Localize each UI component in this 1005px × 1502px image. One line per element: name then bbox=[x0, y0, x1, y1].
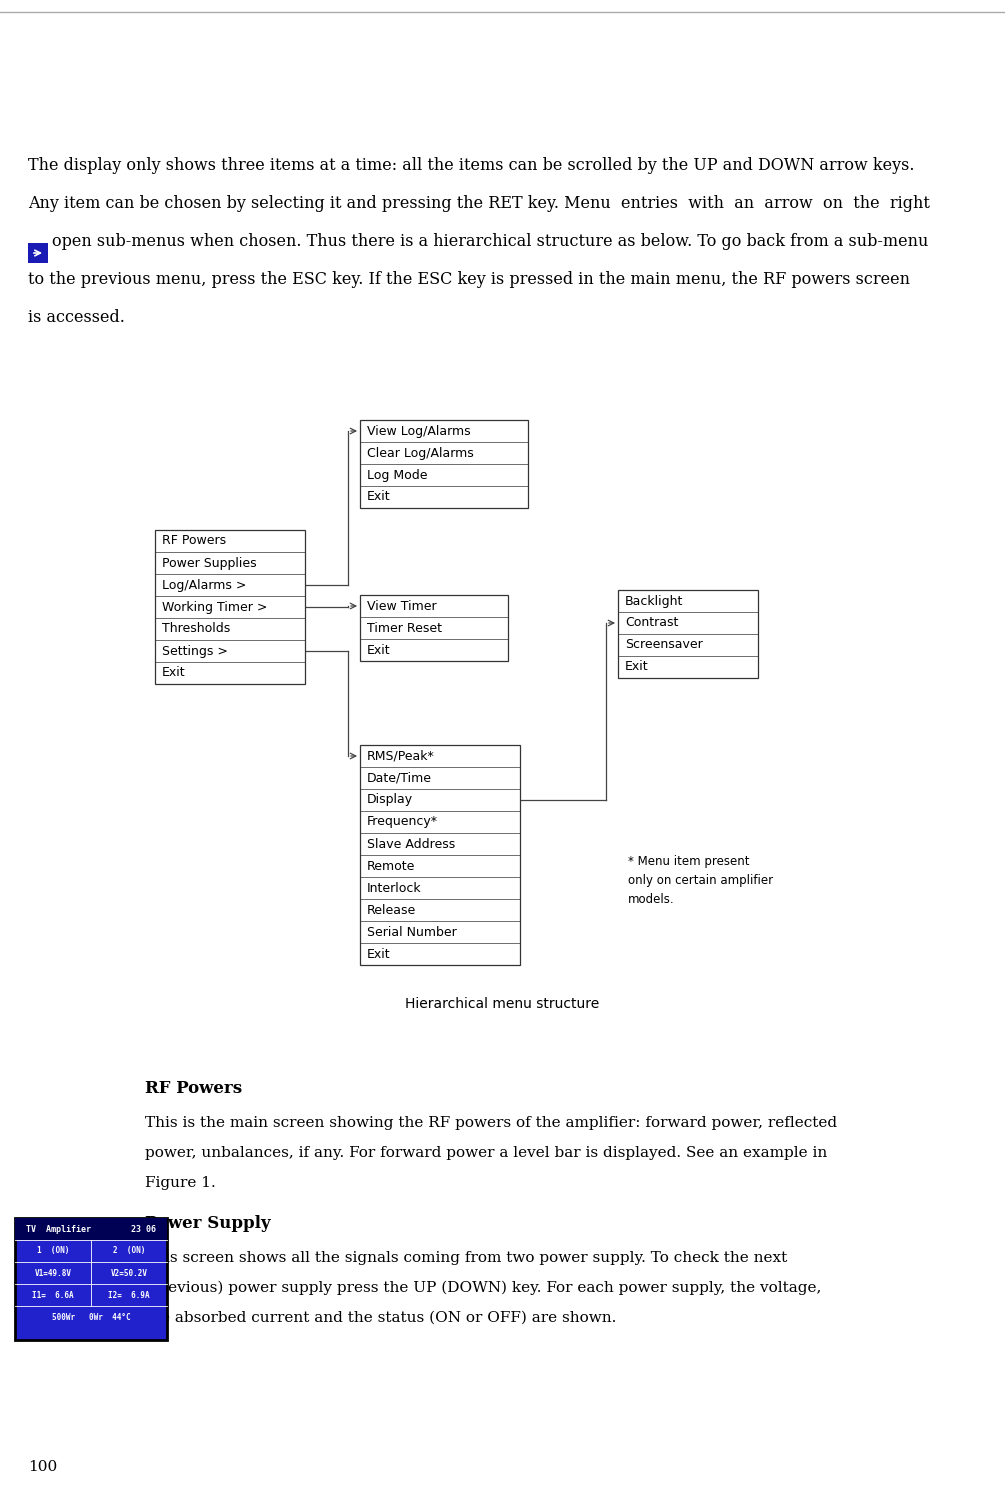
Text: Display: Display bbox=[367, 793, 413, 807]
Text: Thresholds: Thresholds bbox=[162, 622, 230, 635]
Text: V1=49.8V: V1=49.8V bbox=[34, 1269, 71, 1278]
Text: is accessed.: is accessed. bbox=[28, 309, 125, 326]
Text: Any item can be chosen by selecting it and pressing the RET key. Menu  entries  : Any item can be chosen by selecting it a… bbox=[28, 195, 930, 212]
Text: Exit: Exit bbox=[625, 661, 648, 673]
Text: 1  (ON): 1 (ON) bbox=[37, 1247, 69, 1256]
Text: Exit: Exit bbox=[367, 643, 391, 656]
Text: 500Wr   0Wr  44°C: 500Wr 0Wr 44°C bbox=[51, 1313, 131, 1322]
Text: RF Powers: RF Powers bbox=[162, 535, 226, 548]
Text: Exit: Exit bbox=[367, 491, 391, 503]
Text: Serial Number: Serial Number bbox=[367, 925, 456, 939]
Text: This screen shows all the signals coming from two power supply. To check the nex: This screen shows all the signals coming… bbox=[145, 1251, 787, 1265]
Text: Release: Release bbox=[367, 904, 416, 916]
Text: Settings >: Settings > bbox=[162, 644, 228, 658]
Text: Backlight: Backlight bbox=[625, 595, 683, 607]
Text: open sub-menus when chosen. Thus there is a hierarchical structure as below. To : open sub-menus when chosen. Thus there i… bbox=[52, 233, 929, 249]
Text: Clear Log/Alarms: Clear Log/Alarms bbox=[367, 446, 473, 460]
Text: power, unbalances, if any. For forward power a level bar is displayed. See an ex: power, unbalances, if any. For forward p… bbox=[145, 1146, 827, 1160]
Text: 2  (ON): 2 (ON) bbox=[113, 1247, 145, 1256]
Text: Frequency*: Frequency* bbox=[367, 816, 438, 829]
Text: Power Supply: Power Supply bbox=[145, 1215, 270, 1232]
Bar bbox=[618, 590, 758, 677]
Text: Screensaver: Screensaver bbox=[625, 638, 702, 652]
Bar bbox=[155, 530, 305, 683]
Text: RF Powers: RF Powers bbox=[145, 1080, 242, 1096]
Text: Log/Alarms >: Log/Alarms > bbox=[162, 578, 246, 592]
Text: (previous) power supply press the UP (DOWN) key. For each power supply, the volt: (previous) power supply press the UP (DO… bbox=[145, 1281, 821, 1295]
Bar bbox=[360, 745, 520, 964]
Text: Interlock: Interlock bbox=[367, 882, 422, 895]
Text: the absorbed current and the status (ON or OFF) are shown.: the absorbed current and the status (ON … bbox=[145, 1311, 616, 1325]
Text: Contrast: Contrast bbox=[625, 616, 678, 629]
Text: RMS/Peak*: RMS/Peak* bbox=[367, 749, 435, 763]
Text: I2=  6.9A: I2= 6.9A bbox=[109, 1290, 150, 1299]
Text: Remote: Remote bbox=[367, 859, 415, 873]
Text: The display only shows three items at a time: all the items can be scrolled by t: The display only shows three items at a … bbox=[28, 158, 915, 174]
Text: View Timer: View Timer bbox=[367, 599, 436, 613]
Bar bbox=[28, 243, 48, 263]
Text: V2=50.2V: V2=50.2V bbox=[111, 1269, 148, 1278]
Text: Exit: Exit bbox=[162, 667, 186, 679]
Text: to the previous menu, press the ESC key. If the ESC key is pressed in the main m: to the previous menu, press the ESC key.… bbox=[28, 270, 910, 288]
Text: TV  Amplifier        23 06: TV Amplifier 23 06 bbox=[26, 1224, 156, 1233]
Text: 100: 100 bbox=[28, 1460, 57, 1473]
Text: This is the main screen showing the RF powers of the amplifier: forward power, r: This is the main screen showing the RF p… bbox=[145, 1116, 837, 1130]
Text: I1=  6.6A: I1= 6.6A bbox=[32, 1290, 73, 1299]
Text: Hierarchical menu structure: Hierarchical menu structure bbox=[405, 997, 599, 1011]
Text: Timer Reset: Timer Reset bbox=[367, 622, 442, 634]
Bar bbox=[360, 421, 528, 508]
Text: Date/Time: Date/Time bbox=[367, 772, 432, 784]
Text: Figure 1.: Figure 1. bbox=[145, 1176, 216, 1190]
Text: Power Supplies: Power Supplies bbox=[162, 557, 256, 569]
Text: Working Timer >: Working Timer > bbox=[162, 601, 267, 613]
Text: * Menu item present
only on certain amplifier
models.: * Menu item present only on certain ampl… bbox=[628, 855, 773, 906]
Text: Exit: Exit bbox=[367, 948, 391, 960]
Bar bbox=[15, 1218, 167, 1340]
Bar bbox=[15, 1218, 167, 1241]
Text: View Log/Alarms: View Log/Alarms bbox=[367, 425, 470, 437]
Text: Log Mode: Log Mode bbox=[367, 469, 427, 482]
Bar bbox=[360, 595, 508, 661]
Text: Slave Address: Slave Address bbox=[367, 838, 455, 850]
